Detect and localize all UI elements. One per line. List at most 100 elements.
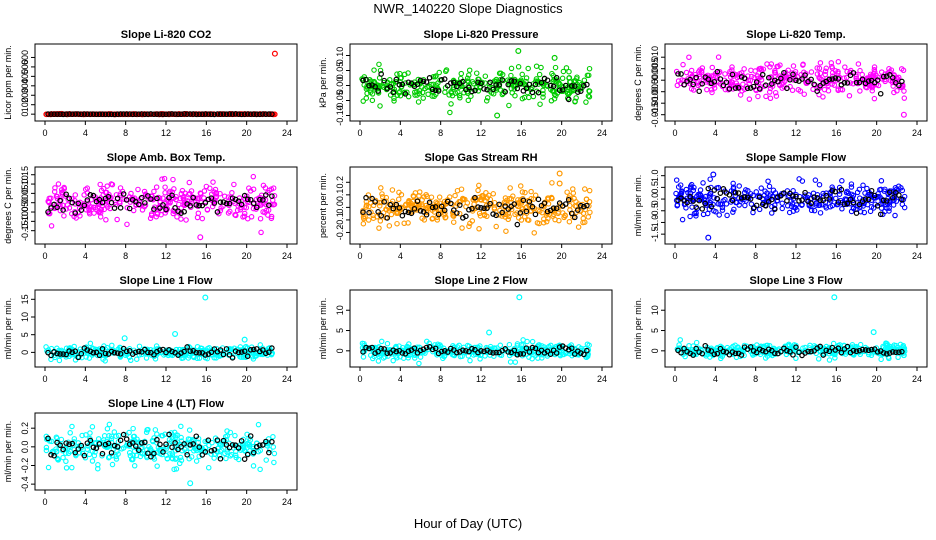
x-tick-label: 12 [161, 128, 171, 138]
x-tick-label: 20 [557, 128, 567, 138]
data-point-reference [244, 451, 251, 458]
data-point-reference [266, 111, 272, 117]
data-point-reference [223, 346, 230, 352]
data-point [533, 78, 539, 84]
data-point [104, 183, 110, 189]
data-point [191, 448, 197, 454]
data-point-reference [72, 348, 79, 354]
data-point-reference [417, 208, 424, 214]
data-point-reference [399, 81, 406, 88]
data-point [450, 213, 457, 219]
data-point-reference [48, 111, 54, 117]
data-point [522, 189, 528, 196]
data-point-reference [232, 111, 239, 117]
y-axis-label: ml/min per min. [3, 298, 13, 360]
data-point [380, 355, 387, 361]
outlier-point [515, 47, 522, 54]
data-point [163, 347, 169, 354]
data-point-reference [505, 349, 512, 355]
data-point-reference [375, 88, 381, 94]
data-point [458, 70, 465, 77]
data-point [406, 341, 412, 347]
data-point-reference [120, 111, 127, 117]
data-point [63, 458, 69, 465]
data-point-reference [547, 351, 554, 357]
data-point-reference [126, 111, 133, 117]
data-point [101, 206, 108, 213]
data-point [87, 340, 94, 347]
data-point [416, 360, 422, 367]
data-point-reference [75, 446, 82, 452]
data-point-reference [105, 193, 112, 200]
data-point-reference [699, 350, 706, 357]
data-point [115, 432, 122, 439]
data-point [510, 193, 516, 199]
data-point-reference [702, 200, 709, 207]
y-tick-label: -0.010 [650, 90, 660, 116]
data-point [850, 205, 857, 212]
data-point-reference [853, 210, 860, 216]
data-point [772, 89, 779, 96]
data-point-reference [487, 349, 493, 355]
data-point-reference [90, 111, 97, 117]
data-point [95, 462, 101, 468]
data-point-reference [120, 431, 127, 438]
data-point [169, 452, 176, 458]
data-point [549, 180, 555, 186]
data-point-reference [381, 346, 388, 352]
data-point [822, 71, 829, 78]
data-point-reference [120, 191, 127, 197]
data-point-reference [784, 347, 790, 354]
data-point-reference [220, 437, 227, 444]
data-point [78, 349, 84, 355]
data-point [217, 207, 224, 214]
outlier-point [551, 54, 558, 61]
data-point-reference [135, 111, 142, 117]
data-point-reference [193, 111, 200, 118]
data-point [811, 207, 818, 214]
data-point [207, 185, 213, 192]
data-point [178, 190, 185, 197]
data-point [747, 77, 754, 84]
data-point-reference [841, 201, 848, 207]
data-point-reference [420, 78, 427, 85]
data-point-reference [469, 345, 475, 352]
y-axis-label: ml/min per min. [3, 421, 13, 483]
data-point [443, 67, 450, 73]
data-point-reference [844, 80, 851, 86]
data-point [394, 209, 400, 215]
data-point-reference [514, 221, 521, 228]
data-point-reference [796, 349, 802, 356]
data-point-reference [102, 111, 109, 118]
data-point [857, 67, 863, 74]
y-tick-label: 0.00 [335, 77, 345, 95]
data-point-reference [405, 209, 412, 216]
data-point [73, 452, 79, 459]
data-point [154, 431, 160, 437]
data-point [429, 88, 436, 95]
data-point-reference [181, 441, 187, 447]
data-point-reference [375, 208, 381, 215]
data-point-reference [753, 79, 760, 85]
data-point [898, 185, 904, 191]
data-point [774, 63, 780, 70]
data-point-reference [378, 345, 384, 352]
data-point-reference [432, 345, 439, 352]
data-point-reference [238, 201, 245, 208]
data-point [255, 203, 261, 209]
data-point-reference [790, 352, 796, 358]
data-point-reference [117, 351, 124, 357]
data-point [48, 223, 55, 229]
data-point [466, 72, 472, 78]
data-point [154, 211, 161, 217]
data-point [519, 71, 525, 78]
x-tick-label: 24 [597, 374, 607, 384]
data-point-reference [238, 438, 245, 444]
data-point [231, 181, 237, 188]
data-point-reference [244, 353, 251, 360]
data-point-reference [559, 87, 566, 93]
data-point [587, 209, 593, 216]
data-point [394, 71, 400, 77]
y-tick-label: 0.10 [20, 175, 30, 193]
data-point [371, 353, 377, 360]
